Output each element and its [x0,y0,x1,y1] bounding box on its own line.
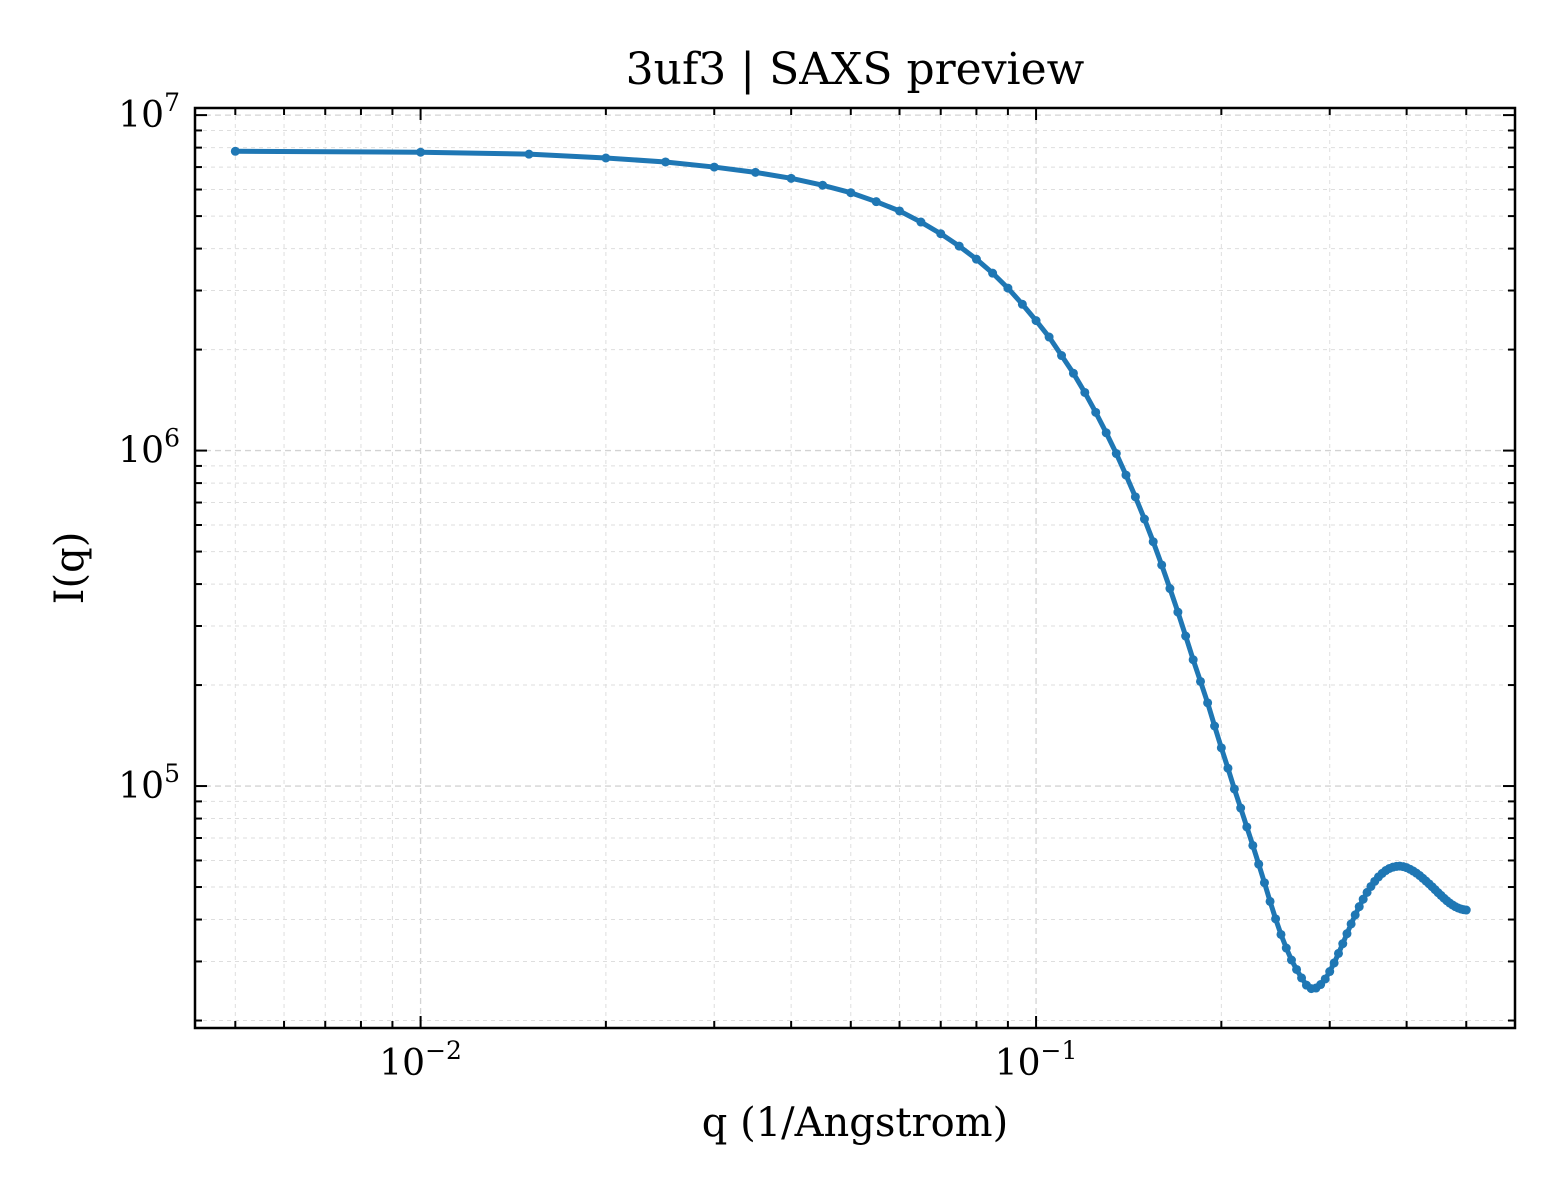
data-point [916,217,926,227]
data-point [661,157,671,167]
data-point [1139,514,1149,524]
y-tick-label: 105 [118,759,180,807]
data-point [1325,967,1335,977]
data-point [1210,721,1220,731]
data-point [818,180,828,190]
chart-title: 3uf3 | SAXS preview [626,44,1085,95]
y-tick-label: 106 [118,424,180,472]
data-point [1265,896,1275,906]
data-point [1091,407,1101,417]
x-axis-label: q (1/Angstrom) [702,1100,1008,1146]
data-point [971,254,981,264]
data-point [1068,368,1078,378]
data-point [1333,948,1343,958]
data-point [1057,351,1067,361]
data-point [1354,902,1364,912]
data-point [1229,784,1239,794]
data-point [1223,763,1233,773]
data-point [1248,840,1258,850]
data-point [416,147,426,157]
data-point [1181,631,1191,641]
data-point [1346,919,1356,929]
data-point [895,206,905,216]
data-point [1320,974,1330,984]
data-point [230,146,240,156]
data-point [1203,698,1213,708]
data-point [1236,803,1246,813]
data-point [936,229,946,239]
data-point [1271,914,1281,924]
data-point [846,188,856,198]
data-point [1350,910,1360,920]
data-point [524,149,534,159]
x-tick-label: 10−1 [995,1036,1078,1084]
data-point [1281,943,1291,953]
data-point [1148,537,1158,547]
data-point [1286,955,1296,965]
data-point [601,153,611,163]
data-point [1338,939,1348,949]
data-point [1003,283,1013,293]
data-point [1461,905,1471,915]
data-point [1165,584,1175,594]
data-point [1216,743,1226,753]
data-point [1080,387,1090,397]
y-axis-label: I(q) [47,532,93,605]
data-point [1017,299,1027,309]
data-point [1121,470,1131,480]
data-point [1342,929,1352,939]
data-point [954,241,964,251]
data-point [1031,316,1041,326]
data-point [1101,428,1111,438]
x-tick-label: 10−2 [379,1036,462,1084]
data-point [1130,492,1140,502]
data-point [1196,676,1206,686]
data-point [1044,332,1054,342]
data-point [1329,958,1339,968]
data-point [1111,449,1121,459]
data-point [871,197,881,207]
data-point [1358,894,1368,904]
data-point [1292,964,1302,974]
data-point [750,167,760,177]
data-point [709,162,719,172]
data-point [988,268,998,278]
data-point [1157,560,1167,570]
y-tick-label: 107 [118,88,180,136]
data-point [1188,655,1198,665]
series-layer [230,146,1471,994]
data-point [1259,878,1269,888]
plot-frame [193,106,1517,1030]
data-point [1173,607,1183,617]
grid [195,108,1515,1028]
tick-labels: 10−2 10−1 105 106 107 [118,88,1077,1084]
data-point [1254,859,1264,869]
data-point [1297,973,1307,983]
data-point [1276,929,1286,939]
data-point [1242,822,1252,832]
data-point [786,173,796,183]
